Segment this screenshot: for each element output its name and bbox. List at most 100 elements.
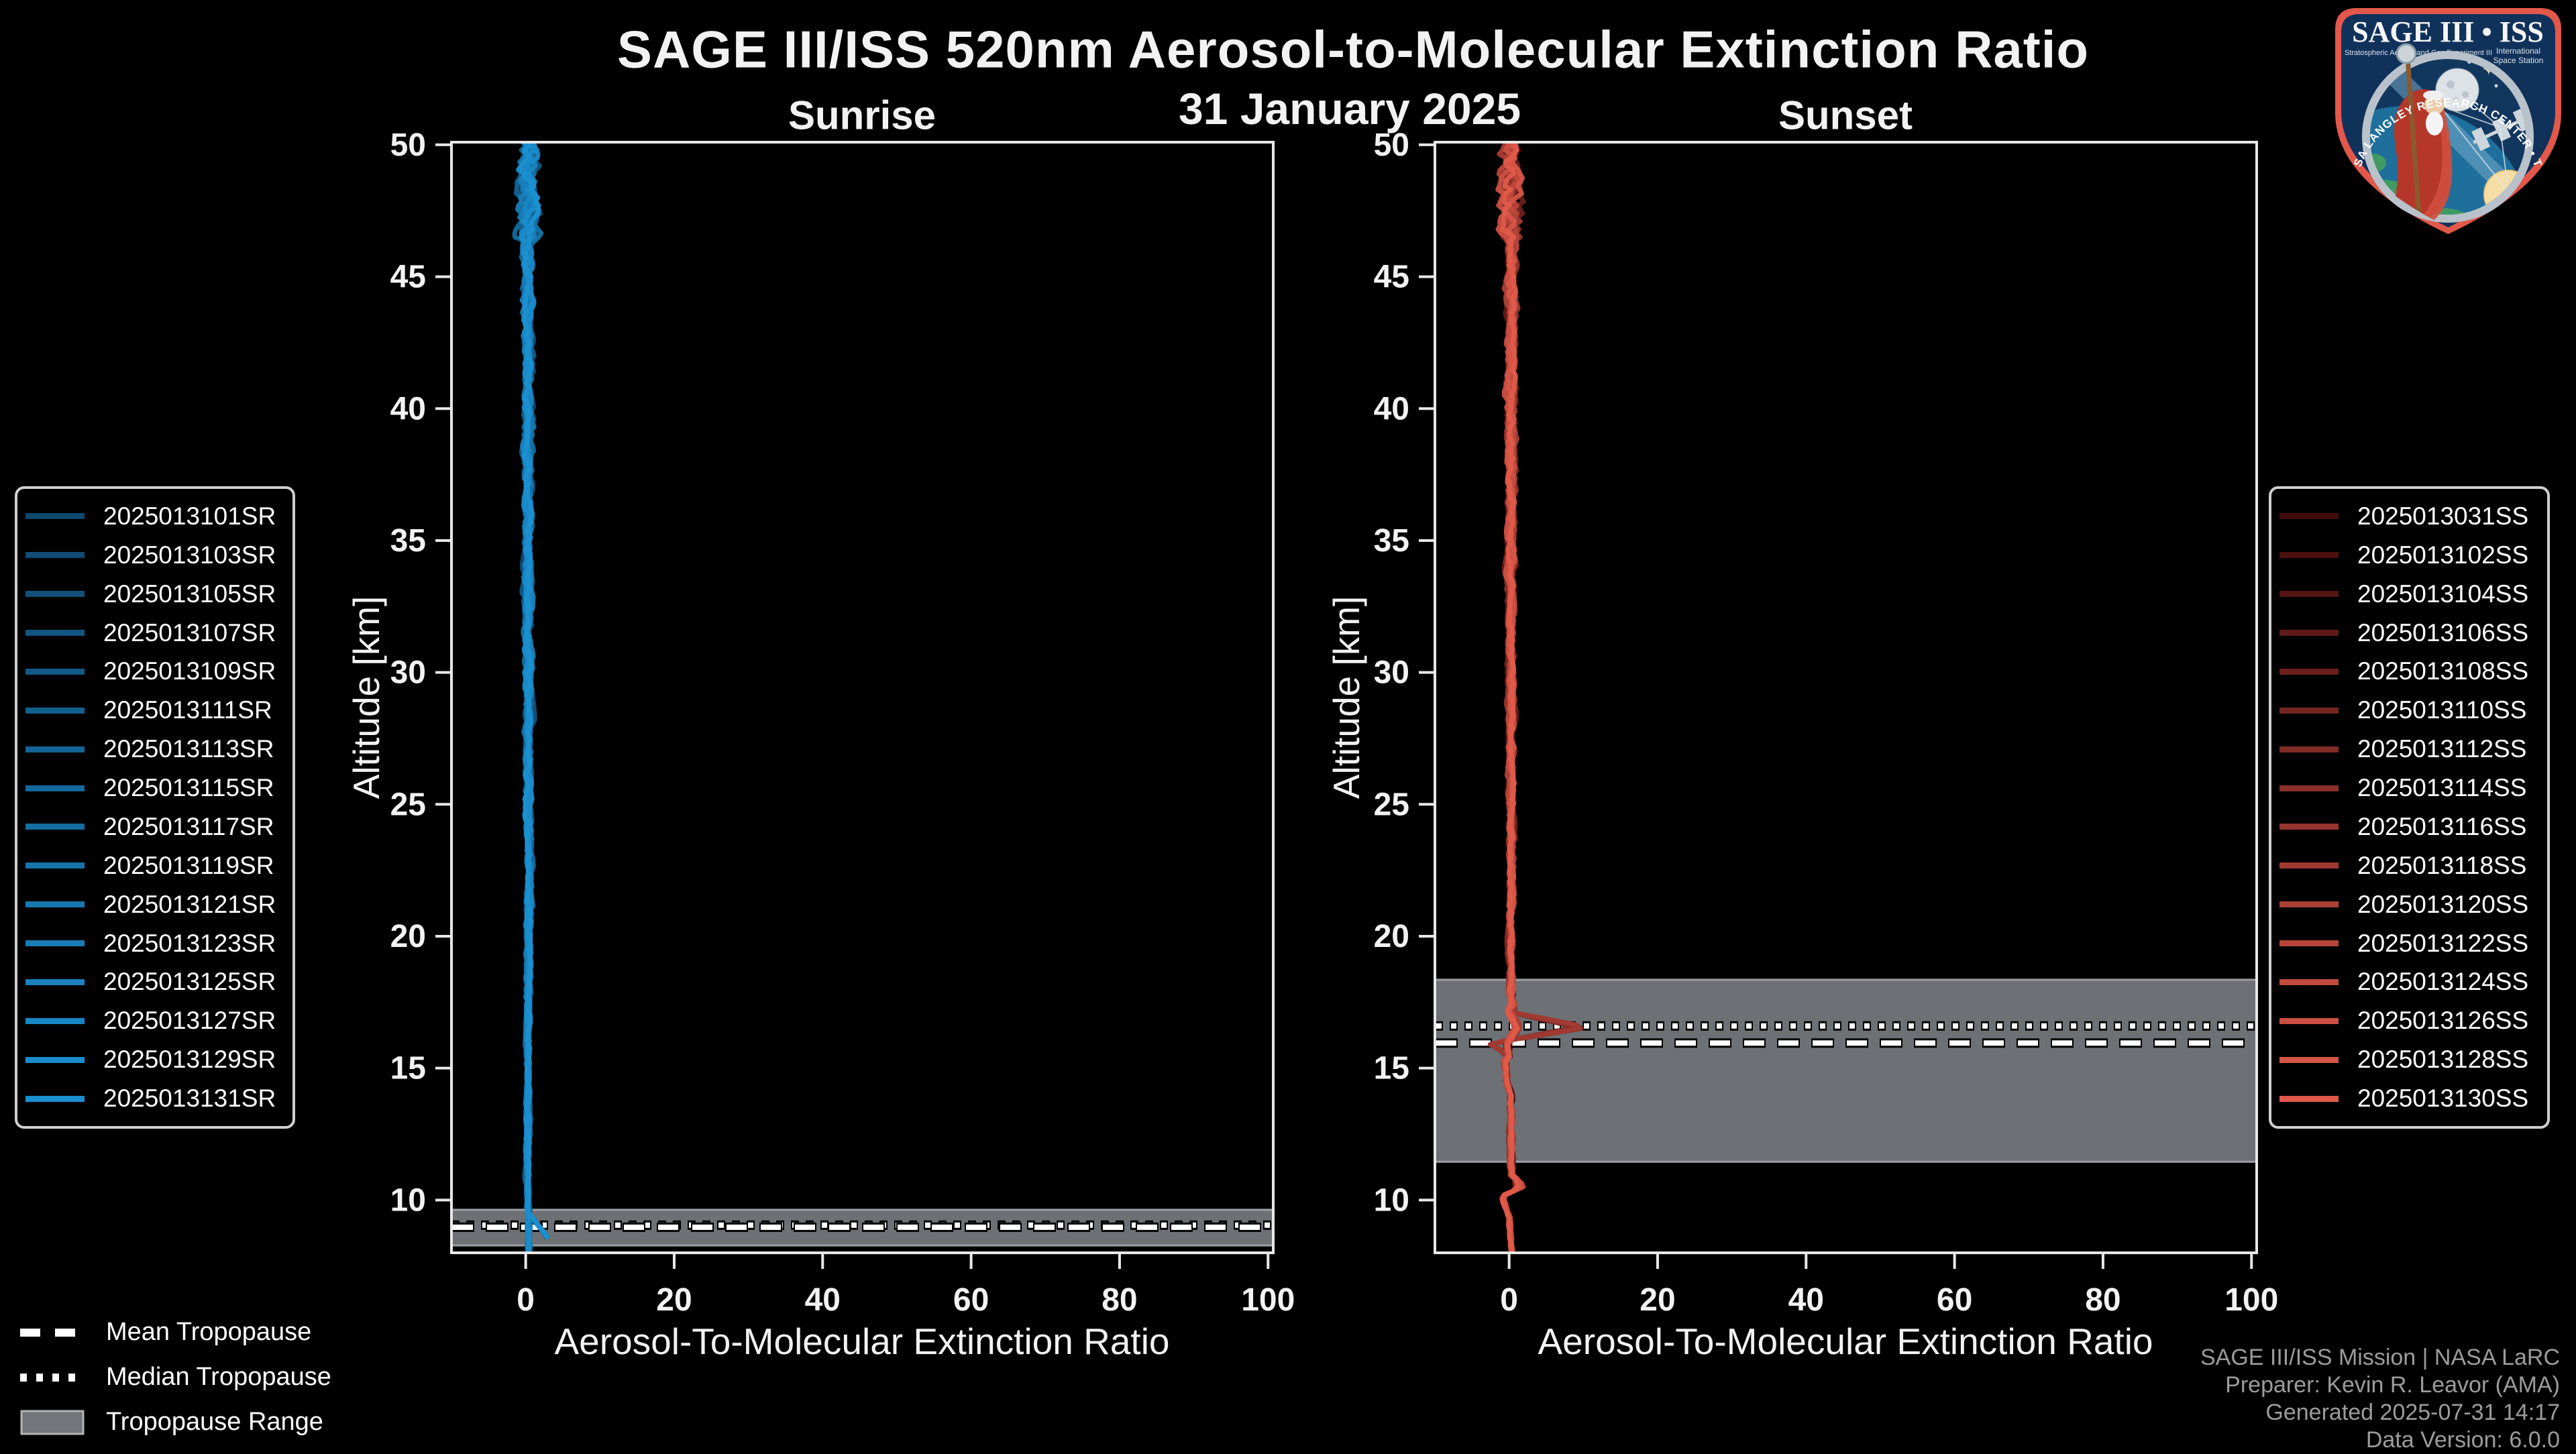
legend-entry: 2025013120SS [2271,891,2547,919]
legend-swatch-line [2279,1017,2339,1024]
sunset-yaxis-label: Altitude [km] [1326,596,1367,799]
legend-entry: 2025013116SS [2271,813,2547,841]
mean-tropopause-label: Mean Tropopause [106,1318,312,1346]
panel-sunset: 0 20 40 60 80 100 10 15 20 25 30 35 40 45 50 [1374,127,2279,1318]
legend-swatch-line [2279,901,2339,908]
legend-entry: 2025013119SR [17,852,292,880]
legend-entry: 2025013123SR [17,930,292,958]
legend-entry-label: 2025013106SS [2357,618,2529,647]
y-tick-label: 45 [390,260,426,295]
legend-entry: 2025013130SS [2271,1084,2547,1113]
sunset-panel-title: Sunset [1778,93,1913,138]
legend-entry-label: 2025013129SR [103,1046,276,1074]
mean-tropopause-swatch-icon [20,1328,85,1337]
legend-entry: 2025013117SR [17,813,292,841]
legend-swatch-line [2279,707,2339,714]
legend-entry-label: 2025013121SR [103,890,276,918]
sage-iss-logo: SAGE III • ISS Stratospheric Aerosol and… [2332,5,2561,234]
legend-entry-label: 2025013114SS [2357,774,2527,802]
credit-line-mission: SAGE III/ISS Mission | NASA LaRC [2200,1345,2560,1370]
sunset-axes-frame [1434,141,2258,1254]
sunset-event-legend: 2025013031SS 2025013102SS 2025013104SS 2025… [2269,486,2550,1129]
iss-icon [2471,107,2526,152]
x-tick-label: 80 [2085,1282,2121,1318]
legend-swatch-line [2279,552,2339,559]
moon-crater [2453,97,2459,103]
tropopause-band [1435,979,2257,1162]
legend-entry: 2025013115SR [17,774,292,802]
legend-entry: 2025013124SS [2271,968,2547,996]
legend-entry-label: 2025013109SR [103,657,276,685]
legend-swatch-line [25,1056,85,1063]
sunrise-xaxis-label: Aerosol-To-Molecular Extinction Ratio [554,1321,1170,1362]
legend-swatch-line [2279,1056,2339,1063]
credits-block: SAGE III/ISS Mission | NASA LaRC Prepare… [2200,1344,2560,1454]
y-tick-label: 15 [390,1051,426,1086]
legend-entry: 2025013106SS [2271,619,2547,647]
legend-entry-label: 2025013120SS [2357,890,2529,918]
legend-entry: 2025013103SR [17,541,292,569]
legend-entry: 2025013110SS [2271,696,2547,724]
legend-swatch-line [2279,668,2339,675]
legend-swatch-line [2279,630,2339,636]
legend-entry: 2025013118SS [2271,852,2547,880]
tropopause-legend: Mean Tropopause Median Tropopause Tropop… [20,1310,331,1445]
legend-swatch-line [2279,1095,2339,1102]
mean-tropopause-legend-row: Mean Tropopause [20,1310,331,1355]
page-title: SAGE III/ISS 520nm Aerosol-to-Molecular … [616,19,2090,79]
legend-entry-label: 2025013131SR [103,1084,276,1113]
sunrise-axes-frame [450,141,1275,1254]
y-tick-label: 10 [390,1182,426,1218]
legend-entry-label: 2025013111SR [103,696,272,724]
legend-entry-label: 2025013103SR [103,541,276,569]
y-tick-label: 25 [390,787,426,822]
legend-entry: 2025013113SR [17,735,292,763]
star-icon [2494,84,2498,88]
legend-entry-label: 2025013118SS [2357,851,2527,879]
legend-entry-label: 2025013102SS [2357,541,2529,569]
legend-swatch-line [25,824,85,830]
legend-swatch-line [2279,862,2339,869]
y-tick-label: 10 [1374,1182,1409,1218]
y-tick-label: 45 [1374,260,1409,295]
y-tick-label: 15 [1374,1051,1409,1086]
x-tick-label: 100 [1241,1282,1295,1318]
legend-entry: 2025013131SR [17,1084,292,1113]
legend-swatch-line [25,978,85,985]
y-tick-label: 20 [390,919,426,954]
x-tick-label: 100 [2224,1282,2278,1318]
legend-entry: 2025013126SS [2271,1007,2547,1035]
legend-entry: 2025013112SS [2271,735,2547,763]
legend-entry-label: 2025013123SR [103,929,276,957]
x-tick-label: 60 [953,1282,989,1318]
legend-entry-label: 2025013122SS [2357,929,2529,957]
legend-entry: 2025013102SS [2271,541,2547,569]
legend-swatch-line [25,513,85,520]
x-tick-label: 20 [1640,1282,1675,1318]
legend-entry-label: 2025013112SS [2357,735,2527,763]
legend-entry: 2025013109SR [17,657,292,685]
legend-entry: 2025013031SS [2271,502,2547,530]
legend-entry: 2025013105SR [17,580,292,608]
legend-entry-label: 2025013119SR [103,851,274,879]
legend-entry-label: 2025013104SS [2357,579,2529,608]
legend-swatch-line [25,746,85,752]
sunrise-yaxis-label: Altitude [km] [345,596,387,799]
legend-swatch-line [25,668,85,675]
legend-entry-label: 2025013110SS [2357,696,2527,724]
legend-swatch-line [25,630,85,636]
y-tick-label: 35 [1374,523,1409,559]
legend-entry: 2025013101SR [17,502,292,530]
legend-swatch-line [2279,978,2339,985]
legend-entry-label: 2025013124SS [2357,968,2529,996]
legend-entry-label: 2025013101SR [103,502,276,530]
panel-sunrise: 0 20 40 60 80 100 10 15 20 25 30 35 40 45 50 [390,127,1295,1318]
x-tick-label: 80 [1102,1282,1137,1318]
sunset-profiles [1487,142,1584,1253]
credit-line-version: Data Version: 6.0.0 [2365,1427,2560,1453]
earth-icon [2370,106,2526,215]
legend-entry: 2025013129SR [17,1046,292,1074]
legend-entry: 2025013108SS [2271,657,2547,685]
legend-entry: 2025013125SR [17,968,292,996]
y-tick-label: 30 [390,655,426,691]
